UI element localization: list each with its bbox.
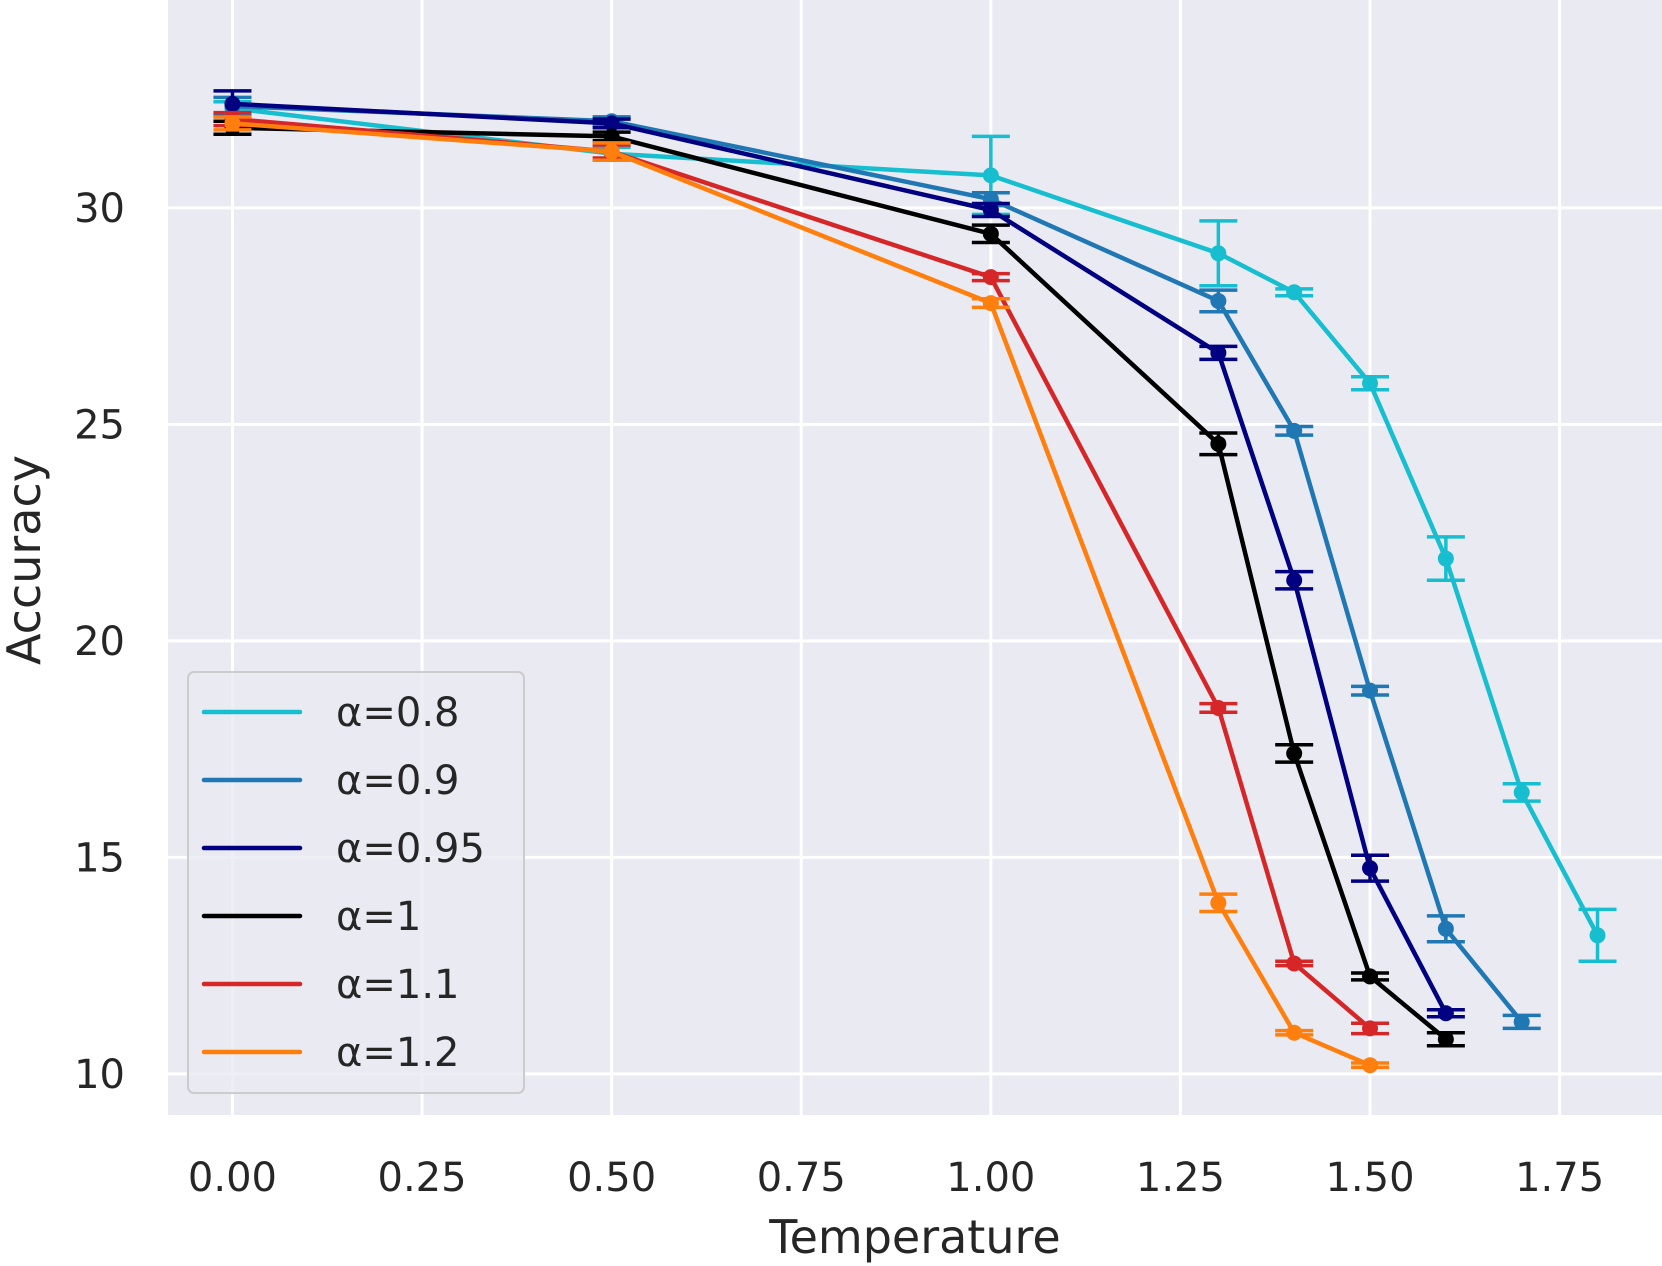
x-tick-label: 1.00 — [946, 1155, 1035, 1201]
data-point — [1437, 550, 1454, 567]
series-2 — [213, 89, 1465, 1022]
data-point — [1210, 245, 1227, 262]
legend-item[interactable]: α=1.2 — [201, 1030, 460, 1076]
legend-label: α=0.95 — [336, 826, 485, 872]
series-5 — [213, 115, 1390, 1074]
data-point — [982, 202, 999, 219]
data-point — [1513, 1013, 1530, 1030]
data-point — [1210, 292, 1227, 309]
data-point — [1589, 927, 1606, 944]
legend-label: α=1.1 — [336, 962, 460, 1008]
data-point — [1286, 955, 1303, 972]
data-point — [1286, 422, 1303, 439]
x-tick-label: 1.25 — [1136, 1155, 1225, 1201]
data-point — [1286, 572, 1303, 589]
data-point — [1286, 1024, 1303, 1041]
data-point — [1210, 699, 1227, 716]
legend[interactable]: α=0.8 α=0.9 α=0.95 α=1 α=1.1 α=1.2 — [187, 671, 525, 1094]
legend-item[interactable]: α=1.1 — [201, 962, 460, 1008]
data-point — [982, 225, 999, 242]
x-tick-label: 0.75 — [757, 1155, 846, 1201]
legend-label: α=1 — [336, 894, 421, 940]
legend-item[interactable]: α=0.95 — [201, 826, 485, 872]
data-point — [1210, 344, 1227, 361]
data-point — [1362, 860, 1379, 877]
data-point — [1362, 1057, 1379, 1074]
x-axis-label: Temperature — [768, 1210, 1060, 1264]
series-line — [230, 103, 1524, 1025]
data-point — [603, 128, 620, 145]
legend-items: α=0.8 α=0.9 α=0.95 α=1 α=1.1 α=1.2 — [201, 690, 485, 1076]
y-axis-ticks: 10 15 20 25 30 — [74, 186, 125, 1098]
legend-box — [187, 671, 525, 1094]
data-point — [1286, 284, 1303, 301]
data-point — [1513, 784, 1530, 801]
data-point — [1437, 920, 1454, 937]
data-point — [1362, 375, 1379, 392]
series-3 — [213, 119, 1465, 1048]
data-point — [224, 95, 241, 112]
legend-item[interactable]: α=0.9 — [201, 758, 460, 804]
data-point — [1437, 1005, 1454, 1022]
data-point — [603, 115, 620, 132]
x-axis-ticks: 0.00 0.25 0.50 0.75 1.00 1.25 1.50 1.75 — [188, 1155, 1604, 1201]
data-point — [1437, 1031, 1454, 1048]
x-tick-label: 0.00 — [188, 1155, 277, 1201]
data-point — [982, 269, 999, 286]
data-point — [982, 295, 999, 312]
legend-label: α=1.2 — [336, 1030, 460, 1076]
data-point — [982, 167, 999, 184]
y-tick-label: 10 — [74, 1052, 125, 1098]
data-point — [1362, 1020, 1379, 1037]
data-point — [1362, 682, 1379, 699]
legend-item[interactable]: α=0.8 — [201, 690, 460, 736]
y-axis-label: Accuracy — [0, 455, 51, 665]
y-tick-label: 30 — [74, 186, 125, 232]
data-point — [603, 143, 620, 160]
series-line — [230, 121, 1373, 1068]
x-tick-label: 1.50 — [1325, 1155, 1414, 1201]
x-tick-label: 0.25 — [378, 1155, 467, 1201]
y-tick-label: 25 — [74, 402, 125, 448]
data-point — [1286, 745, 1303, 762]
y-tick-label: 20 — [74, 619, 125, 665]
legend-label: α=0.9 — [336, 758, 460, 804]
series-layer — [213, 89, 1617, 1074]
data-point — [1210, 894, 1227, 911]
legend-item[interactable]: α=1 — [201, 894, 421, 940]
data-point — [1210, 435, 1227, 452]
x-tick-label: 1.75 — [1515, 1155, 1604, 1201]
data-point — [224, 115, 241, 132]
x-tick-label: 0.50 — [567, 1155, 656, 1201]
legend-label: α=0.8 — [336, 690, 460, 736]
data-point — [1362, 968, 1379, 985]
y-tick-label: 15 — [74, 835, 125, 881]
